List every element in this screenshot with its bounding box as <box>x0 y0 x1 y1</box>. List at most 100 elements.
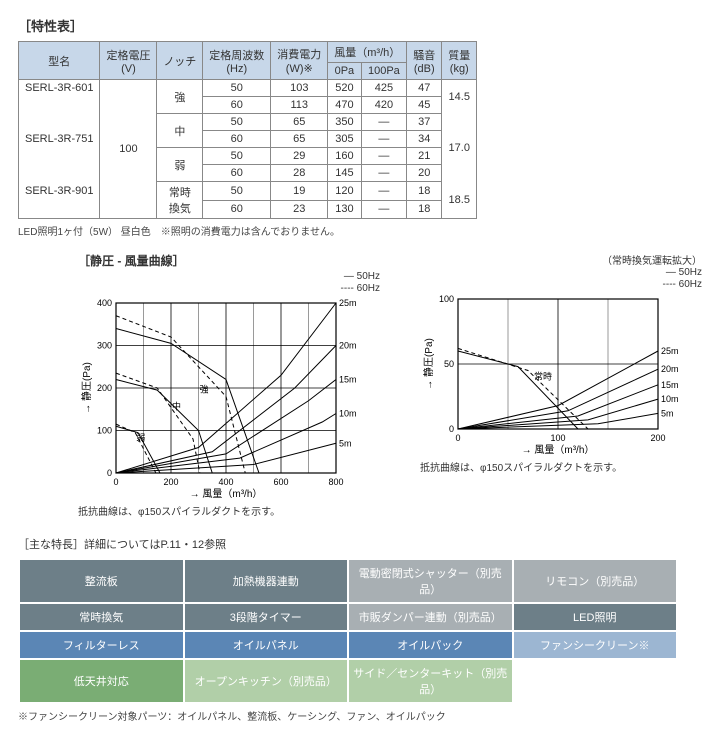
features-footnote: ※ファンシークリーン対象パーツ：オイルパネル、整流板、ケーシング、ファン、オイル… <box>18 708 702 723</box>
table-cell: — <box>361 182 407 201</box>
feature-chip: オイルパネル <box>184 631 349 659</box>
svg-text:0: 0 <box>107 468 112 478</box>
table-cell: 160 <box>328 148 361 165</box>
feature-chip: 加熱機器連動 <box>184 559 349 603</box>
svg-text:25m: 25m <box>661 346 679 356</box>
features-heading: ［主な特長］詳細についてはP.11・12参照 <box>18 536 702 552</box>
model-cell: SERL-3R-901 <box>19 182 100 201</box>
col-voltage: 定格電圧(V) <box>100 42 157 80</box>
table-cell: 47 <box>407 80 442 97</box>
mass-cell: 18.5 <box>442 182 477 219</box>
svg-text:5m: 5m <box>339 438 352 448</box>
notch-cell: 強 <box>157 80 203 114</box>
chart-left-block: ［静圧 - 風量曲線］ — 50Hz---- 60Hz 020040060080… <box>78 252 380 518</box>
table-cell: 145 <box>328 165 361 182</box>
mass-cell: 17.0 <box>442 131 477 165</box>
model-cell: SERL-3R-601 <box>19 80 100 97</box>
table-footnote: LED照明1ヶ付（5W） 昼白色 ※照明の消費電力は含んでおりません。 <box>18 223 702 238</box>
svg-text:200: 200 <box>163 477 178 487</box>
table-cell: — <box>361 131 407 148</box>
svg-text:10m: 10m <box>661 394 679 404</box>
notch-cell: 常時換気 <box>157 182 203 219</box>
col-mass: 質量(kg) <box>442 42 477 80</box>
table-cell: — <box>361 165 407 182</box>
table-cell: 130 <box>328 200 361 219</box>
table-cell: 28 <box>271 165 328 182</box>
feature-chip: 整流板 <box>19 559 184 603</box>
svg-text:→ 風量（m³/h）: → 風量（m³/h） <box>190 488 263 500</box>
table-cell: 50 <box>203 114 271 131</box>
feature-chip: 市販ダンパー連動（別売品） <box>348 603 513 631</box>
table-cell: 19 <box>271 182 328 201</box>
feature-chip: 常時換気 <box>19 603 184 631</box>
table-cell: 470 <box>328 97 361 114</box>
table-cell: 23 <box>271 200 328 219</box>
feature-chip: フィルターレス <box>19 631 184 659</box>
notch-cell: 中 <box>157 114 203 148</box>
table-cell: 20 <box>407 165 442 182</box>
chart-left: 02004006008000100200300400→ 風量（m³/h）→ 静圧… <box>78 297 380 501</box>
table-cell: 50 <box>203 80 271 97</box>
features-grid: 整流板加熱機器連動電動密閉式シャッター（別売品）リモコン（別売品）常時換気3段階… <box>18 558 678 704</box>
svg-text:0: 0 <box>113 477 118 487</box>
svg-text:→ 風量（m³/h）: → 風量（m³/h） <box>522 444 595 456</box>
table-cell: 420 <box>361 97 407 114</box>
table-cell: 50 <box>203 182 271 201</box>
col-air100: 100Pa <box>361 63 407 80</box>
feature-chip: オイルパック <box>348 631 513 659</box>
charts-title: ［静圧 - 風量曲線］ <box>78 252 380 269</box>
svg-text:100: 100 <box>97 426 112 436</box>
chart-right: 0100200050100→ 風量（m³/h）→ 静圧(Pa)常時25m20m1… <box>420 293 702 457</box>
table-cell: 21 <box>407 148 442 165</box>
table-cell: 37 <box>407 114 442 131</box>
svg-text:50: 50 <box>444 359 454 369</box>
svg-text:0: 0 <box>449 424 454 434</box>
svg-text:200: 200 <box>97 383 112 393</box>
table-cell: 425 <box>361 80 407 97</box>
svg-text:中: 中 <box>172 400 181 411</box>
spec-table: 型名 定格電圧(V) ノッチ 定格周波数(Hz) 消費電力(W)※ 風量（m³/… <box>18 41 477 219</box>
svg-text:300: 300 <box>97 341 112 351</box>
chart-legend: — 50Hz---- 60Hz <box>78 271 380 295</box>
table-cell: 45 <box>407 97 442 114</box>
table-cell: 65 <box>271 131 328 148</box>
col-noise: 騒音(dB) <box>407 42 442 80</box>
col-power: 消費電力(W)※ <box>271 42 328 80</box>
table-cell: — <box>361 148 407 165</box>
table-cell: 60 <box>203 200 271 219</box>
table-cell: 34 <box>407 131 442 148</box>
svg-text:100: 100 <box>550 433 565 443</box>
table-cell: 50 <box>203 148 271 165</box>
chart-left-caption: 抵抗曲線は、φ150スパイラルダクトを示す。 <box>78 503 380 518</box>
svg-text:15m: 15m <box>661 380 679 390</box>
svg-text:→ 静圧(Pa): → 静圧(Pa) <box>422 338 435 390</box>
notch-cell: 弱 <box>157 148 203 182</box>
svg-text:→ 静圧(Pa): → 静圧(Pa) <box>80 362 93 414</box>
chart-legend: — 50Hz---- 60Hz <box>420 267 702 291</box>
table-cell: — <box>361 200 407 219</box>
svg-text:強: 強 <box>199 383 208 394</box>
svg-text:100: 100 <box>439 294 454 304</box>
svg-text:20m: 20m <box>661 364 679 374</box>
feature-chip: 低天井対応 <box>19 659 184 703</box>
col-airflow: 風量（m³/h） <box>328 42 407 63</box>
svg-text:10m: 10m <box>339 409 357 419</box>
chart-right-block: （常時換気運転拡大） — 50Hz---- 60Hz 0100200050100… <box>420 252 702 474</box>
feature-chip: リモコン（別売品） <box>513 559 678 603</box>
chart-right-subtitle: （常時換気運転拡大） <box>602 252 702 267</box>
svg-text:常時: 常時 <box>534 371 552 382</box>
col-notch: ノッチ <box>157 42 203 80</box>
feature-chip: サイド／センターキット（別売品） <box>348 659 513 703</box>
table-cell: 65 <box>271 114 328 131</box>
col-air0: 0Pa <box>328 63 361 80</box>
table-cell: 29 <box>271 148 328 165</box>
feature-chip: 電動密閉式シャッター（別売品） <box>348 559 513 603</box>
table-cell: 18 <box>407 200 442 219</box>
table-cell: — <box>361 114 407 131</box>
svg-text:15m: 15m <box>339 375 357 385</box>
table-cell: 350 <box>328 114 361 131</box>
svg-text:600: 600 <box>273 477 288 487</box>
table-cell: 305 <box>328 131 361 148</box>
table-cell: 520 <box>328 80 361 97</box>
table-cell: 60 <box>203 165 271 182</box>
